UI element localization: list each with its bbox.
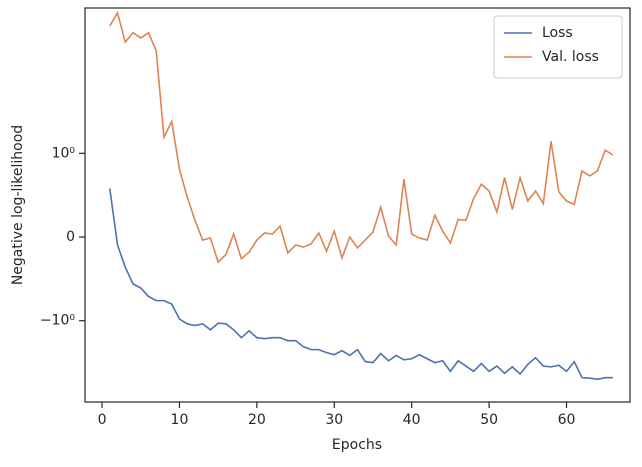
x-tick-label: 30	[325, 412, 343, 428]
x-axis-label: Epochs	[332, 437, 382, 453]
x-tick-label: 60	[558, 412, 576, 428]
y-tick-label: −10⁰	[40, 313, 76, 329]
legend-label: Loss	[542, 25, 573, 41]
y-axis-label: Negative log-likelihood	[10, 125, 26, 285]
x-tick-label: 10	[171, 412, 189, 428]
x-tick-label: 20	[248, 412, 266, 428]
legend-box	[493, 15, 623, 79]
line-series	[109, 10, 614, 264]
x-tick-label: 40	[403, 412, 421, 428]
line-series	[108, 188, 613, 381]
legend-label: Val. loss	[542, 49, 599, 65]
y-tick-label: 0	[66, 229, 75, 245]
x-tick-label: 50	[480, 412, 498, 428]
plot-frame	[84, 7, 631, 403]
x-tick-label: 0	[98, 412, 107, 428]
y-tick-label: 10⁰	[52, 145, 76, 161]
